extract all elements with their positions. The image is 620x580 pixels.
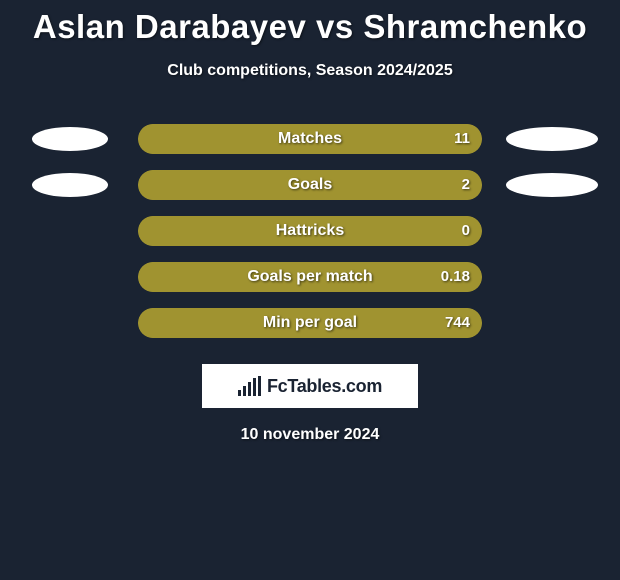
bar-label: Goals per match: [138, 262, 482, 292]
date-text: 10 november 2024: [0, 426, 620, 444]
left-player-marker: [32, 127, 108, 151]
bar-value: 744: [445, 308, 470, 338]
bar-label: Matches: [138, 124, 482, 154]
bar-label: Goals: [138, 170, 482, 200]
bar-row: Goals2: [10, 162, 610, 208]
bar-row: Min per goal744: [10, 300, 610, 346]
bar-value: 2: [462, 170, 470, 200]
subtitle: Club competitions, Season 2024/2025: [0, 62, 620, 80]
right-player-marker: [506, 127, 598, 151]
logo-chart-icon: [238, 376, 261, 396]
page-title: Aslan Darabayev vs Shramchenko: [0, 8, 620, 46]
bar-track: Hattricks0: [138, 216, 482, 246]
right-player-marker: [506, 173, 598, 197]
bar-value: 0: [462, 216, 470, 246]
bar-row: Goals per match0.18: [10, 254, 610, 300]
bar-row: Hattricks0: [10, 208, 610, 254]
bar-row: Matches11: [10, 116, 610, 162]
comparison-infographic: Aslan Darabayev vs Shramchenko Club comp…: [0, 0, 620, 444]
bar-track: Matches11: [138, 124, 482, 154]
logo-text: FcTables.com: [267, 376, 382, 397]
bar-track: Goals2: [138, 170, 482, 200]
bar-track: Goals per match0.18: [138, 262, 482, 292]
bar-label: Min per goal: [138, 308, 482, 338]
bars-area: Matches11 Goals2 Hattricks0 Goals per match…: [0, 116, 620, 346]
bar-value: 11: [454, 124, 470, 154]
bar-label: Hattricks: [138, 216, 482, 246]
bar-track: Min per goal744: [138, 308, 482, 338]
left-player-marker: [32, 173, 108, 197]
logo-box: FcTables.com: [202, 364, 418, 408]
bar-value: 0.18: [441, 262, 470, 292]
